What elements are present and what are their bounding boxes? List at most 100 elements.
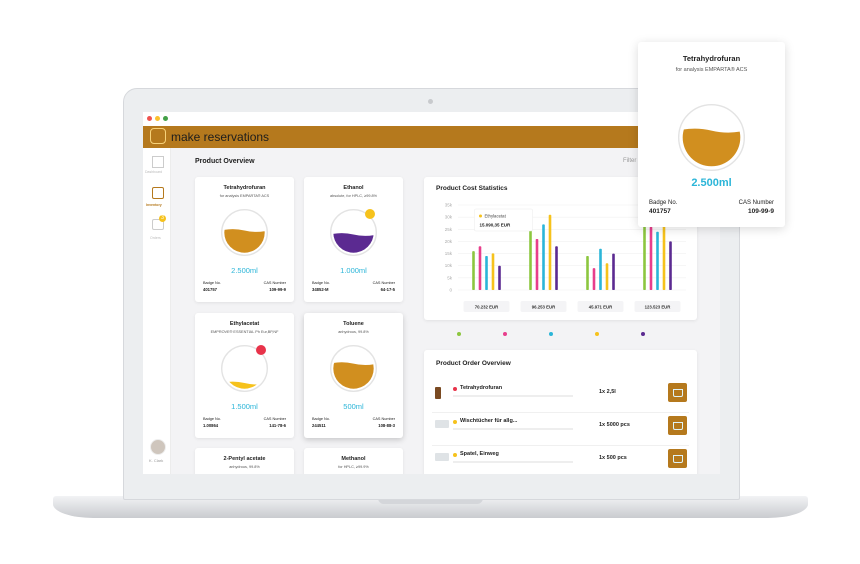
product-desc: anhydrous, 99.8% (338, 330, 369, 334)
bar (656, 231, 659, 290)
user-avatar[interactable] (150, 439, 166, 455)
alert-badge (256, 345, 266, 355)
row-divider (432, 445, 689, 446)
liquid (224, 381, 265, 389)
product-name: Ethylacetat (229, 321, 260, 327)
cas-value: 64-17-5 (380, 287, 395, 292)
zoom-dot[interactable] (163, 116, 168, 121)
orders-title: Product Order Overview (436, 360, 511, 367)
total-label: 70.232 EUR (475, 305, 499, 310)
total-box (463, 301, 510, 312)
product-card[interactable]: Toluene anhydrous, 99.8% 500ml Badge No. 244… (304, 313, 403, 438)
basket-icon (673, 389, 683, 397)
bar (586, 256, 589, 290)
y-tick-label: 0 (449, 288, 452, 293)
order-name: Wischtücher für allg... (460, 418, 518, 424)
tooltip-value: 15.090,35 EUR (480, 223, 512, 228)
flask (221, 209, 268, 256)
y-tick-label: 30k (445, 215, 453, 220)
badge-label: Badge No. (649, 200, 678, 206)
basket-button[interactable] (668, 449, 687, 468)
orders-icon[interactable] (152, 219, 164, 230)
order-name: Spatel, Einweg (460, 451, 499, 457)
cas-label: CAS Number (263, 281, 286, 285)
tooltip (474, 208, 533, 232)
chart: 0 5k 10k 15k 20k 25k 30k 35k 70.232 EUR 96.253 EU… (445, 203, 686, 336)
product-desc: for HPLC, ≥99.9% (338, 465, 369, 469)
app-icon[interactable] (150, 128, 166, 144)
window-bar (143, 112, 720, 126)
cas-value: 141-78-6 (269, 423, 286, 428)
product-desc: EMPROVE® ESSENTIAL Ph Eur,BP,NF (210, 330, 279, 334)
order-qty: 1x 2,5l (599, 389, 616, 395)
badge-value: 401757 (203, 287, 217, 292)
cas-label: CAS Number (372, 417, 395, 421)
product-card[interactable]: Tetrahydrofuran for analysis EMPARTA® ACS… (195, 177, 294, 302)
cas-label: CAS Number (372, 281, 395, 285)
badge-label: Badge No. (312, 417, 330, 421)
cas-label: CAS Number (263, 417, 286, 421)
bar (555, 246, 558, 290)
popup-name: Tetrahydrofuran (682, 54, 741, 63)
laptop-notch (378, 497, 483, 504)
legend-dot (595, 332, 599, 336)
flask (221, 345, 268, 392)
y-tick-label: 15k (445, 251, 453, 256)
status-dot (453, 420, 457, 424)
flask (678, 104, 745, 171)
flask (330, 209, 377, 256)
sidebar-item[interactable]: Inventory (146, 203, 162, 207)
order-name: Tetrahydrofuran (460, 385, 503, 391)
bubble (253, 360, 257, 364)
popup-card: Tetrahydrofuran for analysis EMPARTA® AC… (638, 42, 785, 227)
product-desc: absolute, for HPLC, ≥99.8% (329, 194, 378, 198)
y-tick-label: 35k (445, 203, 453, 208)
app-title: make reservations (171, 130, 270, 144)
bubble (362, 360, 366, 364)
inventory-icon[interactable] (152, 187, 164, 199)
product-card[interactable]: 2-Pentyl acetate anhydrous, 99.8% (195, 448, 294, 474)
legend-dot (549, 332, 553, 336)
bar (643, 224, 646, 290)
product-card[interactable]: Ethanol absolute, for HPLC, ≥99.8% 1.000ml… (304, 177, 403, 302)
cas-value: 108-88-3 (378, 423, 395, 428)
sidebar-item[interactable]: Orders (150, 236, 161, 240)
product-volume: 1.000ml (340, 266, 367, 275)
user-name: K. Clark (149, 458, 164, 463)
basket-icon (673, 422, 683, 430)
bar (529, 219, 532, 290)
basket-button[interactable] (668, 416, 687, 435)
sidebar-item[interactable]: Dashboard (145, 170, 163, 174)
order-qty: 1x 500 pcs (599, 455, 627, 461)
cas-value: 109-99-9 (269, 287, 286, 292)
liquid (682, 128, 741, 167)
badge-label: Badge No. (203, 417, 221, 421)
dashboard-icon[interactable] (152, 156, 164, 168)
flask-rim (221, 345, 268, 392)
product-card[interactable]: Methanol for HPLC, ≥99.9% (304, 448, 403, 474)
bubble (724, 126, 729, 131)
legend-dot (457, 332, 461, 336)
order-desc-line (453, 428, 573, 430)
bubble (253, 224, 257, 228)
bar (542, 224, 545, 290)
product-name: Tetrahydrofuran (223, 185, 266, 191)
filter[interactable]: Filter (623, 158, 637, 164)
product-card[interactable]: Ethylacetat EMPROVE® ESSENTIAL Ph Eur,BP,… (195, 313, 294, 438)
bar (485, 256, 488, 290)
basket-button[interactable] (668, 383, 687, 402)
product-volume: 2.500ml (231, 266, 258, 275)
minimize-dot[interactable] (155, 116, 160, 121)
close-dot[interactable] (147, 116, 152, 121)
order-desc-line (453, 461, 573, 463)
chart-title: Product Cost Statistics (436, 185, 508, 192)
order-qty: 1x 5000 pcs (599, 422, 630, 428)
cas-label: CAS Number (738, 200, 774, 206)
badge-label: Badge No. (203, 281, 221, 285)
laptop-base (53, 496, 808, 518)
bar (612, 253, 615, 290)
total-box (634, 301, 681, 312)
y-tick-label: 25k (445, 227, 453, 232)
sidebar: Dashboard Inventory 3 Orders K. Clark (143, 148, 171, 474)
row-divider (432, 412, 689, 413)
